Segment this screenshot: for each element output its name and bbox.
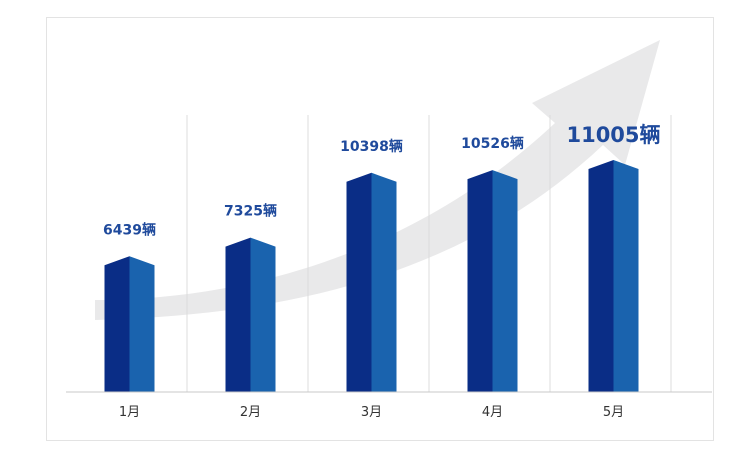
bars bbox=[104, 160, 639, 392]
bar bbox=[467, 170, 518, 392]
bar bbox=[346, 172, 397, 392]
bar-face-right bbox=[129, 256, 155, 392]
value-labels: 6439辆 7325辆 10398辆 10526辆 11005辆 bbox=[103, 123, 661, 238]
data-label: 11005辆 bbox=[566, 123, 660, 147]
x-tick-label: 5月 bbox=[603, 405, 624, 420]
x-tick-label: 2月 bbox=[240, 405, 261, 420]
data-label: 7325辆 bbox=[224, 203, 277, 220]
data-label: 10398辆 bbox=[340, 138, 403, 155]
x-tick-labels: 1月 2月 3月 4月 5月 bbox=[119, 405, 624, 420]
data-label: 6439辆 bbox=[103, 221, 156, 238]
grid-lines bbox=[186, 115, 672, 392]
bar-face-left bbox=[104, 256, 130, 392]
bar bbox=[225, 237, 276, 392]
x-tick-label: 3月 bbox=[361, 405, 382, 420]
bar bbox=[588, 160, 639, 392]
bar-face-left bbox=[588, 160, 614, 392]
bar-face-right bbox=[613, 160, 639, 392]
bar-face-left bbox=[346, 172, 372, 392]
bar-face-right bbox=[250, 237, 276, 392]
bar-face-right bbox=[371, 172, 397, 392]
bar-face-left bbox=[225, 237, 251, 392]
bar-face-right bbox=[492, 170, 518, 392]
data-label: 10526辆 bbox=[461, 135, 524, 152]
x-tick-label: 1月 bbox=[119, 405, 140, 420]
x-tick-label: 4月 bbox=[482, 405, 503, 420]
bar-face-left bbox=[467, 170, 493, 392]
bar bbox=[104, 256, 155, 392]
